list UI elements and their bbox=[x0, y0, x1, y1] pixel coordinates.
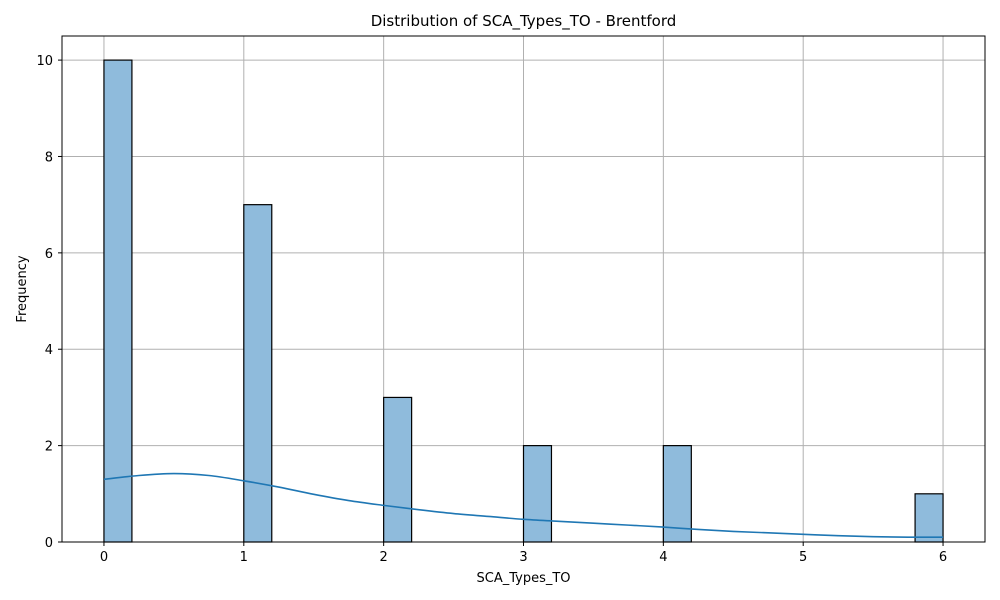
histogram-bar bbox=[662, 445, 692, 543]
x-tick-label: 0 bbox=[100, 550, 108, 565]
y-tick-label: 2 bbox=[45, 440, 53, 455]
kde-line bbox=[103, 472, 944, 539]
x-axis-label: SCA_Types_TO bbox=[476, 571, 570, 586]
histogram-bar bbox=[914, 493, 944, 543]
x-tick-label: 5 bbox=[799, 550, 807, 565]
x-tick-label: 6 bbox=[939, 550, 947, 565]
axis-ticks: 0 1 2 3 4 5 6 0 2 4 6 8 10 bbox=[36, 54, 947, 565]
histogram-bar bbox=[522, 445, 553, 543]
y-tick-label: 0 bbox=[45, 536, 53, 551]
y-tick-label: 6 bbox=[45, 247, 53, 262]
x-tick-label: 4 bbox=[659, 550, 667, 565]
x-tick-label: 2 bbox=[380, 550, 388, 565]
histogram-bar bbox=[243, 204, 273, 543]
y-tick-label: 4 bbox=[45, 343, 53, 358]
x-tick-label: 3 bbox=[519, 550, 527, 565]
y-tick-label: 8 bbox=[45, 150, 53, 165]
kde-curve bbox=[103, 472, 944, 539]
y-axis-label: Frequency bbox=[15, 255, 30, 322]
y-tick-label: 10 bbox=[36, 54, 53, 69]
histogram-bar bbox=[383, 396, 413, 543]
x-tick-label: 1 bbox=[240, 550, 248, 565]
histogram-bar bbox=[103, 59, 133, 543]
chart-title: Distribution of SCA_Types_TO - Brentford bbox=[371, 12, 677, 31]
histogram-bars bbox=[103, 59, 944, 543]
